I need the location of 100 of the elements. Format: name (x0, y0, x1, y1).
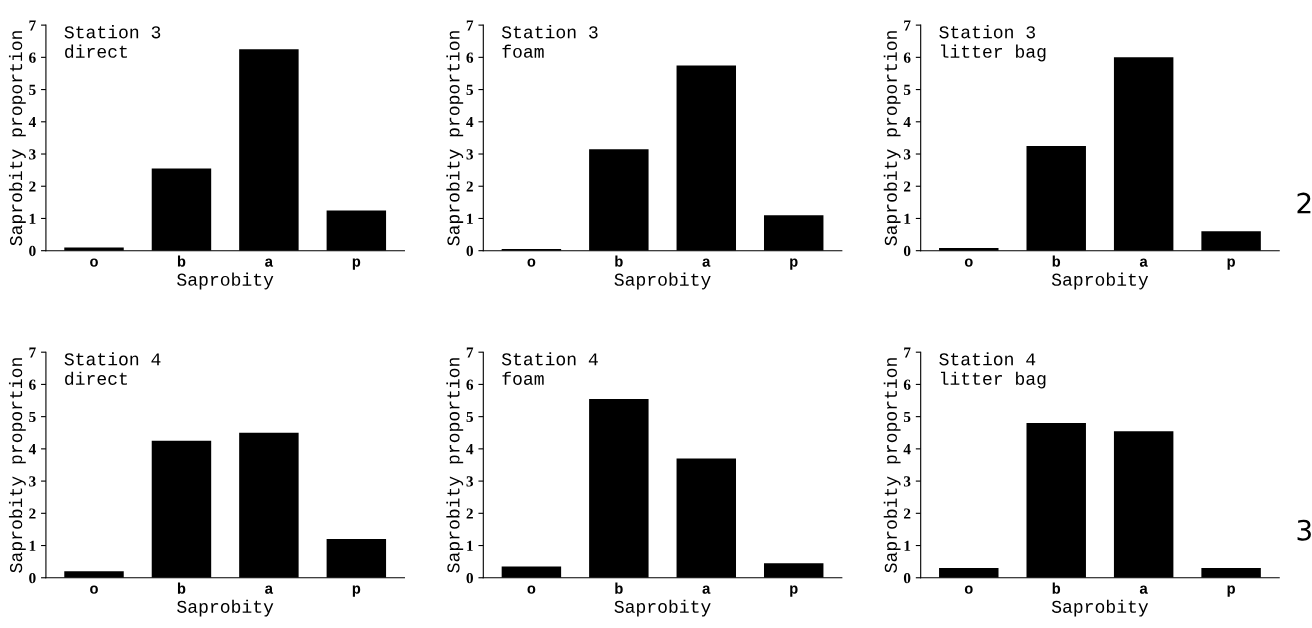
y-tick-label: 3 (903, 149, 911, 160)
y-tick-label: 7 (29, 347, 36, 358)
y-tick-label: 4 (28, 444, 36, 455)
x-axis-title: Saprobity (177, 272, 274, 290)
y-tick-label: 0 (466, 245, 473, 257)
x-axis-title: Saprobity (1051, 272, 1149, 290)
x-tick-label: p (790, 585, 798, 597)
text: Station 3 litter bag (939, 25, 1046, 62)
y-tick-label: 1 (29, 213, 36, 224)
y-tick-label: 1 (904, 213, 911, 224)
y-axis-title: Saprobity proportion (446, 358, 464, 573)
y-tick-label: 0 (29, 572, 36, 584)
x-tick-label: p (1227, 585, 1235, 597)
bar (1201, 231, 1261, 251)
y-tick-label: 2 (29, 508, 36, 519)
y-tick-label: 6 (29, 379, 36, 390)
y-tick-label: 3 (466, 476, 474, 487)
y-axis-title: Saprobity proportion (883, 31, 901, 246)
bar (676, 458, 737, 578)
x-tick-label: b (177, 255, 186, 267)
y-tick-label: 5 (29, 84, 36, 96)
y-tick-label: 0 (466, 572, 473, 584)
x-tick-label: o (964, 258, 973, 267)
y-tick-label: 7 (466, 20, 474, 31)
text: 2 (1297, 192, 1311, 214)
bar (1026, 423, 1086, 578)
text: Station 4 litter bag (939, 352, 1046, 389)
y-tick-label: 7 (904, 20, 911, 31)
bar (1113, 431, 1174, 578)
x-tick-label: p (790, 258, 798, 270)
x-tick-label: a (265, 585, 274, 594)
chart-title: Station 3 direct (64, 25, 161, 58)
x-tick-label: a (702, 258, 711, 267)
bar (501, 566, 562, 578)
y-tick-label: 7 (904, 347, 911, 358)
chart-title: Station 4 foam (501, 352, 598, 385)
bar (939, 568, 999, 578)
bar (1113, 57, 1174, 251)
x-tick-label: a (1139, 258, 1148, 267)
y-tick-label: 6 (466, 379, 474, 390)
y-tick-label: 6 (29, 52, 36, 63)
y-tick-label: 6 (903, 379, 911, 390)
y-tick-label: 2 (903, 181, 911, 192)
y-tick-label: 4 (28, 117, 36, 128)
y-tick-label: 3 (466, 149, 474, 160)
y-tick-label: 5 (903, 411, 911, 423)
bar (589, 398, 649, 578)
y-tick-label: 4 (466, 444, 474, 455)
y-tick-label: 6 (903, 52, 911, 63)
bar (1201, 568, 1261, 578)
bar (1026, 145, 1086, 251)
x-axis-title: Saprobity (1051, 599, 1149, 617)
x-tick-label: p (352, 258, 361, 270)
y-tick-label: 1 (467, 213, 473, 224)
y-tick-label: 2 (29, 181, 36, 192)
bar (239, 49, 299, 251)
bar (239, 432, 299, 578)
x-axis-title: Saprobity (177, 599, 274, 617)
y-tick-label: 7 (29, 20, 36, 31)
x-tick-label: a (1139, 585, 1148, 594)
y-tick-label: 2 (466, 181, 473, 192)
y-tick-label: 4 (466, 117, 474, 128)
bar (64, 247, 124, 251)
x-tick-label: o (964, 585, 973, 594)
bar (64, 571, 124, 578)
bar (589, 149, 649, 251)
text: 3 (1297, 519, 1311, 541)
y-tick-label: 1 (29, 540, 36, 551)
y-tick-label: 7 (466, 347, 474, 358)
bar (326, 210, 387, 251)
x-tick-label: b (615, 255, 623, 267)
x-tick-label: b (1052, 582, 1061, 594)
x-tick-label: o (527, 258, 536, 267)
x-axis-title: Saprobity (614, 599, 711, 617)
bar (151, 168, 212, 251)
y-tick-label: 2 (903, 508, 911, 519)
chart-title: Station 3 foam (501, 25, 598, 58)
y-tick-label: 0 (903, 245, 911, 257)
y-tick-label: 2 (466, 508, 473, 519)
bar (676, 65, 737, 251)
y-axis-title: Saprobity proportion (446, 31, 464, 246)
y-tick-label: 0 (903, 572, 911, 584)
bar (326, 539, 387, 578)
y-axis-title: Saprobity proportion (8, 31, 26, 246)
bar (763, 563, 824, 578)
y-tick-label: 3 (903, 476, 911, 487)
x-tick-label: p (352, 585, 361, 597)
y-tick-label: 1 (904, 540, 911, 551)
x-tick-label: b (615, 582, 623, 594)
y-tick-label: 1 (467, 540, 473, 551)
chart-title: Station 4 direct (64, 352, 161, 385)
y-tick-label: 5 (29, 411, 36, 423)
x-tick-label: a (265, 258, 274, 267)
y-tick-label: 3 (29, 149, 36, 160)
x-tick-label: o (90, 258, 98, 267)
x-tick-label: p (1227, 258, 1235, 270)
y-axis-title: Saprobity proportion (8, 358, 26, 573)
y-tick-label: 4 (903, 444, 911, 455)
x-tick-label: o (90, 585, 98, 594)
x-tick-label: o (527, 585, 536, 594)
